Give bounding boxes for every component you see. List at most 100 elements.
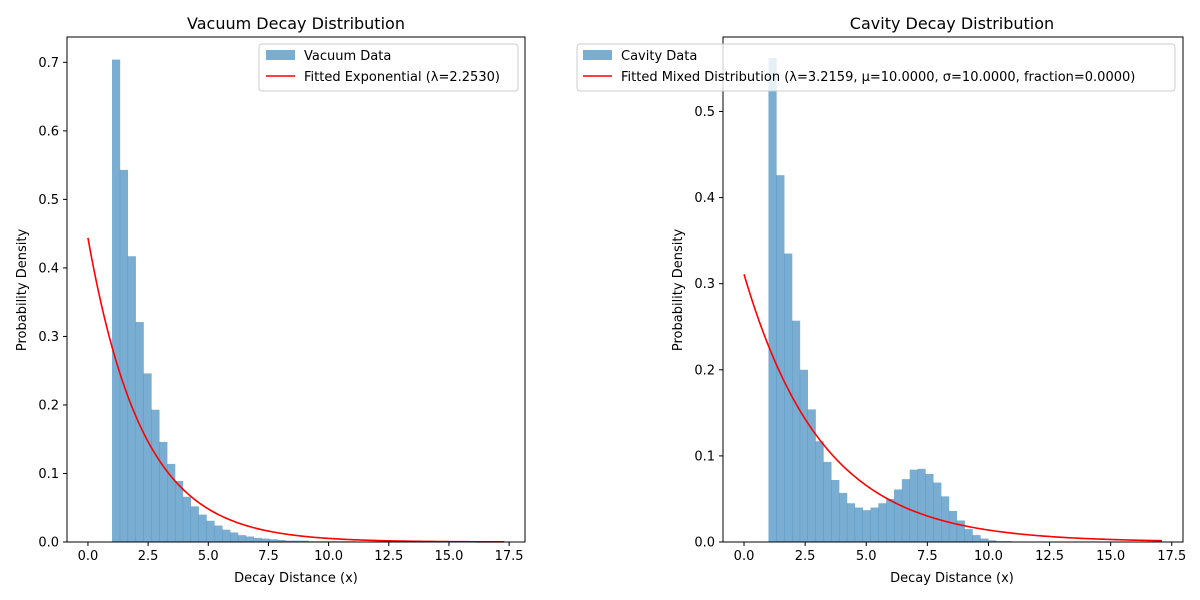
y-tick-label: 0.4 [38,261,59,276]
x-tick-label: 5.0 [198,549,219,564]
histogram-bar [925,473,934,542]
histogram-bar [151,409,160,542]
histogram-bar [253,537,262,542]
histogram-bar [237,535,247,542]
plot-frame [66,36,526,543]
x-tick-label: 17.5 [495,549,524,564]
histogram-bar [894,489,903,542]
x-tick-label: 17.5 [1157,549,1186,564]
x-axis-label: Decay Distance (x) [234,571,358,586]
x-tick-label: 15.0 [1096,549,1125,564]
histogram-bar [941,496,950,542]
histogram-bar [135,322,144,542]
y-tick-label: 0.5 [38,193,59,208]
x-tick-label: 10.0 [314,549,343,564]
histogram-bar [127,256,136,542]
x-tick-label: 12.5 [374,549,403,564]
histogram-bar [230,532,239,542]
x-tick-label: 2.5 [138,549,159,564]
histogram-bars [112,59,357,543]
x-tick-label: 7.5 [258,549,279,564]
histogram-bar [878,503,887,542]
histogram-bar [293,540,302,542]
plot-frame [722,36,1184,543]
x-tick-label: 2.5 [795,549,816,564]
histogram-bar [198,514,207,542]
histogram-bar [831,480,840,542]
y-tick-label: 0.6 [38,124,59,139]
x-axis-label: Decay Distance (x) [890,571,1014,586]
histogram-bar [174,481,184,542]
x-tick-label: 0.0 [78,549,99,564]
legend-label-fit: Fitted Mixed Distribution (λ=3.2159, μ=1… [621,70,1135,85]
y-tick-label: 0.3 [694,277,715,292]
histogram-bar [300,540,310,542]
histogram-bar [269,539,278,542]
y-axis-ticks: 0.0 0.1 0.2 0.3 0.4 0.5 0.6 0.7 [38,56,67,551]
legend-box [576,43,1176,92]
legend-box [258,43,519,92]
y-axis-label: Probability Density [15,229,30,352]
cavity-chart: Cavity Decay Distribution 0.0 2.5 5.0 7.5 10… [576,14,1186,586]
histogram-bar [776,175,785,542]
histogram-bar [972,535,981,542]
y-axis-ticks: 0.0 0.1 0.2 0.3 0.4 0.5 [694,105,723,551]
histogram-bar [988,540,997,542]
fit-curve [87,237,505,543]
histogram-bar [909,469,918,542]
y-tick-label: 0.0 [694,536,715,551]
x-axis-ticks: 0.0 2.5 5.0 7.5 10.0 12.5 15.0 17.5 [734,542,1186,564]
histogram-bar [784,253,793,543]
histogram-bar [901,479,910,542]
histogram-bar [285,540,294,542]
histogram-bar [956,520,965,542]
chart-title: Cavity Decay Distribution [850,14,1054,33]
histogram-bar [222,529,231,542]
histogram-bar [143,373,152,542]
x-tick-label: 12.5 [1035,549,1064,564]
legend-swatch-histogram [266,50,295,60]
histogram-bar [846,503,856,542]
histogram-bar [807,409,816,542]
x-axis-ticks: 0.0 2.5 5.0 7.5 10.0 12.5 15.0 17.5 [78,542,524,564]
y-tick-label: 0.2 [38,398,59,413]
histogram-bar [799,369,808,542]
histogram-bar [886,498,895,542]
y-tick-label: 0.2 [694,363,715,378]
histogram-bar [182,496,192,542]
histogram-bar [948,511,958,542]
histogram-bar [261,538,270,542]
histogram-bar [112,59,121,543]
histogram-bar [823,461,832,542]
vacuum-chart: Vacuum Decay Distribution 0.0 2.5 5.0 7.5 10… [15,14,526,586]
histogram-bar [839,492,848,542]
y-tick-label: 0.5 [694,105,715,120]
histogram-bar [854,507,863,542]
histogram-bar [277,539,286,542]
fit-curve-group [743,274,1162,542]
histogram-bar [206,520,215,542]
histogram-bar [214,525,223,542]
y-tick-label: 0.7 [38,56,59,71]
fit-curve [743,274,1162,542]
y-tick-label: 0.1 [694,449,715,464]
legend-label-histogram: Vacuum Data [304,49,391,64]
legend-label-fit: Fitted Exponential (λ=2.2530) [304,70,500,85]
x-tick-label: 7.5 [917,549,938,564]
chart-title: Vacuum Decay Distribution [187,14,405,33]
y-tick-label: 0.0 [38,536,59,551]
x-tick-label: 5.0 [856,549,877,564]
histogram-bar [933,482,942,542]
histogram-bar [792,320,801,542]
histogram-bar [190,506,199,542]
histogram-bar [768,58,777,542]
fit-curve-group [87,237,505,543]
histogram-bar [870,507,879,542]
histogram-bar [119,169,129,542]
histogram-bar [245,536,254,542]
legend: Vacuum Data Fitted Exponential (λ=2.2530… [258,43,519,92]
legend-swatch-histogram [583,50,612,60]
histogram-bar [964,529,973,542]
y-axis-label: Probability Density [671,229,686,352]
